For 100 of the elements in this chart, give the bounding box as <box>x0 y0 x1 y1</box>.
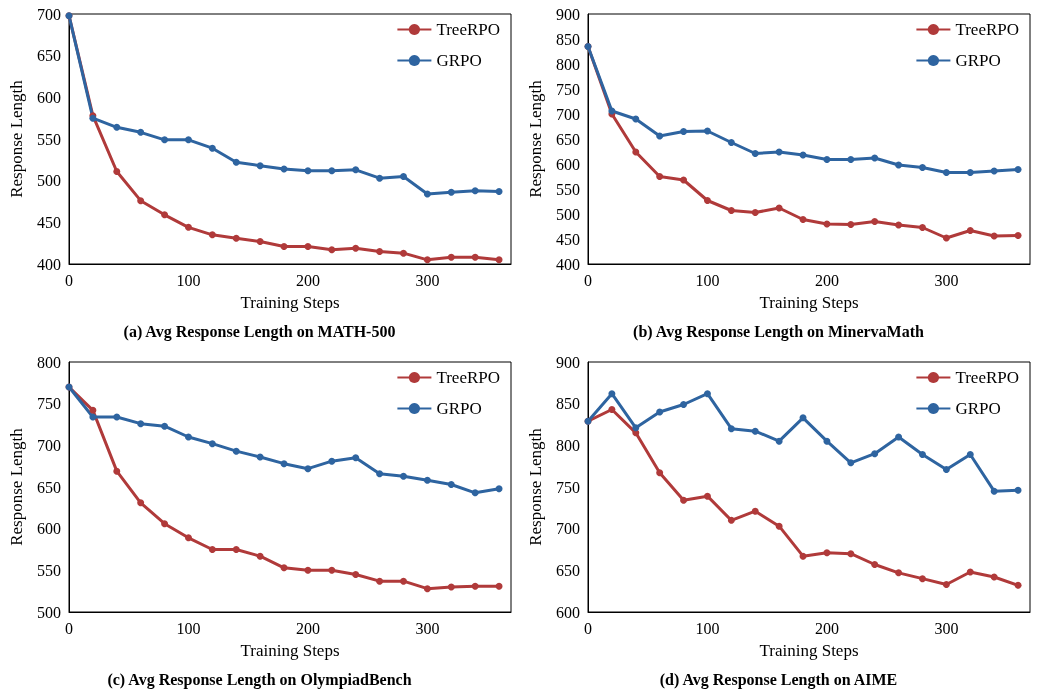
point <box>799 216 807 223</box>
point <box>113 168 121 175</box>
point <box>399 472 407 480</box>
point <box>823 437 831 445</box>
y-tick-label: 600 <box>37 520 61 538</box>
point <box>847 459 855 467</box>
point <box>328 566 336 574</box>
y-axis-title: Response Length <box>526 427 545 546</box>
y-tick-label: 400 <box>37 255 61 273</box>
point <box>304 243 312 250</box>
legend-label: GRPO <box>436 399 482 418</box>
point <box>495 256 503 264</box>
point <box>447 481 455 488</box>
point <box>680 496 688 504</box>
point <box>727 425 735 433</box>
point <box>423 476 431 484</box>
y-tick-label: 750 <box>556 80 580 98</box>
point <box>280 460 288 468</box>
point <box>208 440 216 448</box>
legend-label: GRPO <box>436 51 482 70</box>
point <box>823 156 831 163</box>
point <box>256 552 264 560</box>
point <box>232 158 240 166</box>
point <box>471 582 479 590</box>
y-axis-title: Response Length <box>7 79 26 198</box>
point <box>208 546 216 553</box>
point <box>471 489 479 497</box>
text: (b) Avg Response Length on MinervaMath <box>633 322 925 341</box>
y-axis-title: Response Length <box>526 79 545 198</box>
point <box>847 156 855 163</box>
y-tick-label: 650 <box>37 47 61 65</box>
y-tick-label: 750 <box>37 395 61 413</box>
y-tick-label: 650 <box>556 561 580 579</box>
point <box>89 406 97 414</box>
y-tick-label: 850 <box>556 395 580 413</box>
x-tick-label: 300 <box>934 619 959 637</box>
y-tick-label: 800 <box>556 436 580 454</box>
point <box>703 390 711 398</box>
y-tick-label: 900 <box>556 353 580 371</box>
y-tick-label: 400 <box>556 255 580 273</box>
point <box>1014 232 1022 239</box>
legend-label: TreeRPO <box>955 20 1019 39</box>
point <box>680 176 688 184</box>
point <box>942 581 950 588</box>
point <box>184 136 192 144</box>
x-tick-label: 300 <box>934 271 959 289</box>
y-axis-title: Response Length <box>7 427 26 546</box>
point <box>447 188 455 196</box>
point <box>966 451 974 458</box>
point <box>208 144 216 152</box>
y-tick-label: 850 <box>556 30 580 48</box>
point <box>328 167 336 175</box>
x-tick-label: 0 <box>584 619 592 637</box>
y-tick-label: 600 <box>556 155 580 173</box>
x-tick-label: 0 <box>584 271 592 289</box>
y-tick-label: 900 <box>556 5 580 23</box>
point <box>918 575 926 583</box>
point <box>137 499 145 507</box>
y-tick-label: 500 <box>556 205 580 223</box>
point <box>703 492 711 500</box>
point <box>352 571 360 578</box>
text: (c) Avg Response Length on OlympiadBench <box>107 670 412 689</box>
y-tick-label: 550 <box>37 561 61 579</box>
x-axis-title: Training Steps <box>240 641 340 660</box>
y-tick-label: 550 <box>556 180 580 198</box>
point <box>775 437 783 445</box>
y-tick-label: 600 <box>556 603 580 621</box>
y-tick-label: 650 <box>556 130 580 148</box>
x-axis-title: Training Steps <box>240 293 340 312</box>
point <box>495 485 503 493</box>
point <box>871 450 879 458</box>
y-tick-label: 600 <box>37 88 61 106</box>
point <box>895 161 903 169</box>
point <box>751 507 759 515</box>
point <box>918 164 926 171</box>
x-axis-title: Training Steps <box>759 293 859 312</box>
point <box>918 451 926 458</box>
point <box>447 253 455 261</box>
legend-label: TreeRPO <box>955 368 1019 387</box>
point <box>942 466 950 473</box>
point <box>656 173 664 180</box>
point <box>399 249 407 257</box>
point <box>656 469 664 477</box>
y-tick-label: 800 <box>37 353 61 371</box>
point <box>256 162 264 170</box>
point <box>161 520 169 528</box>
point <box>966 568 974 576</box>
point <box>751 427 759 435</box>
point <box>137 420 145 428</box>
text: (a) Avg Response Length on MATH-500 <box>123 322 396 341</box>
point <box>703 197 711 204</box>
point <box>966 169 974 176</box>
point <box>895 569 903 577</box>
point <box>871 218 879 225</box>
point <box>1014 581 1022 589</box>
y-tick-label: 800 <box>556 55 580 73</box>
point <box>727 516 735 524</box>
y-tick-label: 450 <box>556 230 580 248</box>
x-tick-label: 100 <box>176 271 201 289</box>
point <box>847 550 855 558</box>
